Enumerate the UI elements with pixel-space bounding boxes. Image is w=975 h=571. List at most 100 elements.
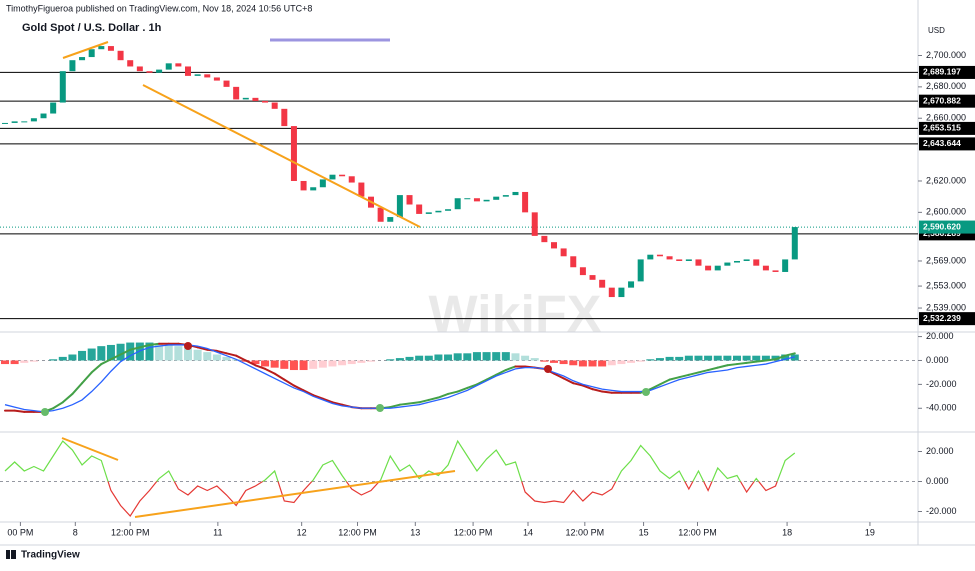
macd-segment [774, 354, 787, 361]
logo-bar [11, 550, 16, 559]
candle [223, 80, 230, 87]
histogram-bar [68, 354, 77, 361]
candle [464, 198, 471, 200]
level-label: 2,532.239 [923, 313, 961, 323]
histogram-bar [733, 355, 741, 361]
y-tick-label: 2,620.000 [926, 175, 966, 185]
histogram-bar [184, 347, 192, 361]
y-tick-label: 0.000 [926, 476, 949, 486]
macd-segment [437, 392, 450, 399]
macd-segment [71, 382, 84, 395]
candle [396, 195, 403, 218]
histogram-bar [501, 352, 510, 361]
histogram-bar [155, 343, 164, 361]
level-label: 2,653.515 [923, 123, 961, 133]
macd-segment [504, 365, 517, 372]
histogram-bar [309, 360, 318, 369]
macd-segment [119, 348, 132, 356]
candle [753, 259, 760, 266]
level-label: 2,670.882 [923, 95, 961, 105]
y-tick-label: 2,680.000 [926, 81, 966, 91]
histogram-bar [559, 360, 568, 365]
candle [705, 265, 712, 271]
x-tick-label: 12:00 PM [111, 527, 150, 537]
y-tick-label: 2,700.000 [926, 50, 966, 60]
macd-segment [138, 343, 151, 349]
histogram-bar [222, 356, 231, 361]
candle [647, 254, 654, 260]
y-tick-label: -20.000 [926, 379, 957, 389]
drawn-trend-line [142, 84, 421, 228]
histogram-bar [694, 355, 703, 361]
histogram-bar [627, 360, 636, 363]
candle [570, 256, 577, 268]
histogram-bar [444, 354, 453, 361]
candle [348, 176, 355, 183]
candle [387, 217, 394, 222]
histogram-bar [771, 355, 780, 361]
x-tick-label: 18 [782, 527, 792, 537]
macd-segment [485, 373, 498, 381]
macd-segment [418, 398, 430, 404]
candle [666, 256, 673, 260]
candle [406, 195, 413, 205]
candle [743, 259, 750, 261]
candle [435, 210, 442, 213]
cross-marker [376, 404, 384, 412]
macd-segment [52, 401, 64, 410]
drawn-trend-line [62, 41, 109, 59]
macd-segment [389, 403, 401, 409]
candle [194, 74, 201, 76]
histogram-bar [646, 359, 655, 361]
macd-segment [447, 390, 459, 395]
candle [262, 100, 269, 103]
histogram-bar [761, 355, 770, 361]
candle [175, 63, 182, 67]
drawn-trend-line [61, 437, 119, 461]
candle [21, 121, 28, 123]
candle [127, 60, 134, 67]
histogram-bar [212, 354, 221, 361]
candle [724, 262, 731, 266]
candle [204, 74, 211, 78]
histogram-bar [338, 360, 347, 366]
candle [40, 113, 47, 119]
macd-segment [302, 389, 315, 397]
x-tick-label: 12 [297, 527, 307, 537]
histogram-bar [106, 344, 115, 361]
macd-segment [408, 401, 421, 405]
candle [714, 265, 721, 271]
macd-segment [254, 364, 267, 370]
level-label-bg [919, 94, 975, 108]
histogram-bar [20, 360, 29, 363]
candle [637, 259, 644, 282]
macd-segment [148, 342, 161, 346]
x-tick-label: 12:00 PM [678, 527, 717, 537]
candle [300, 180, 307, 191]
histogram-bar [723, 355, 732, 361]
candle [185, 66, 191, 76]
chart-title: Gold Spot / U.S. Dollar . 1h [22, 22, 162, 34]
level-label-bg [919, 121, 975, 135]
histogram-bar [550, 360, 558, 363]
watermark: WikiFX [429, 286, 602, 344]
histogram-bar [675, 356, 684, 361]
candle [695, 259, 702, 266]
macd-segment [100, 358, 112, 366]
histogram-bar [569, 360, 578, 366]
macd-segment [81, 371, 93, 385]
level-label-bg [919, 312, 975, 326]
histogram-bar [704, 355, 713, 361]
candle [319, 179, 326, 188]
candle [59, 71, 66, 103]
macd-segment [466, 383, 478, 389]
candle [416, 204, 423, 214]
histogram-bar [386, 359, 395, 361]
macd-segment [456, 386, 469, 393]
histogram-bar [270, 360, 279, 368]
histogram-bar [665, 356, 674, 361]
logo-bar [6, 550, 10, 559]
histogram-bar [328, 360, 337, 367]
candle [551, 242, 557, 249]
